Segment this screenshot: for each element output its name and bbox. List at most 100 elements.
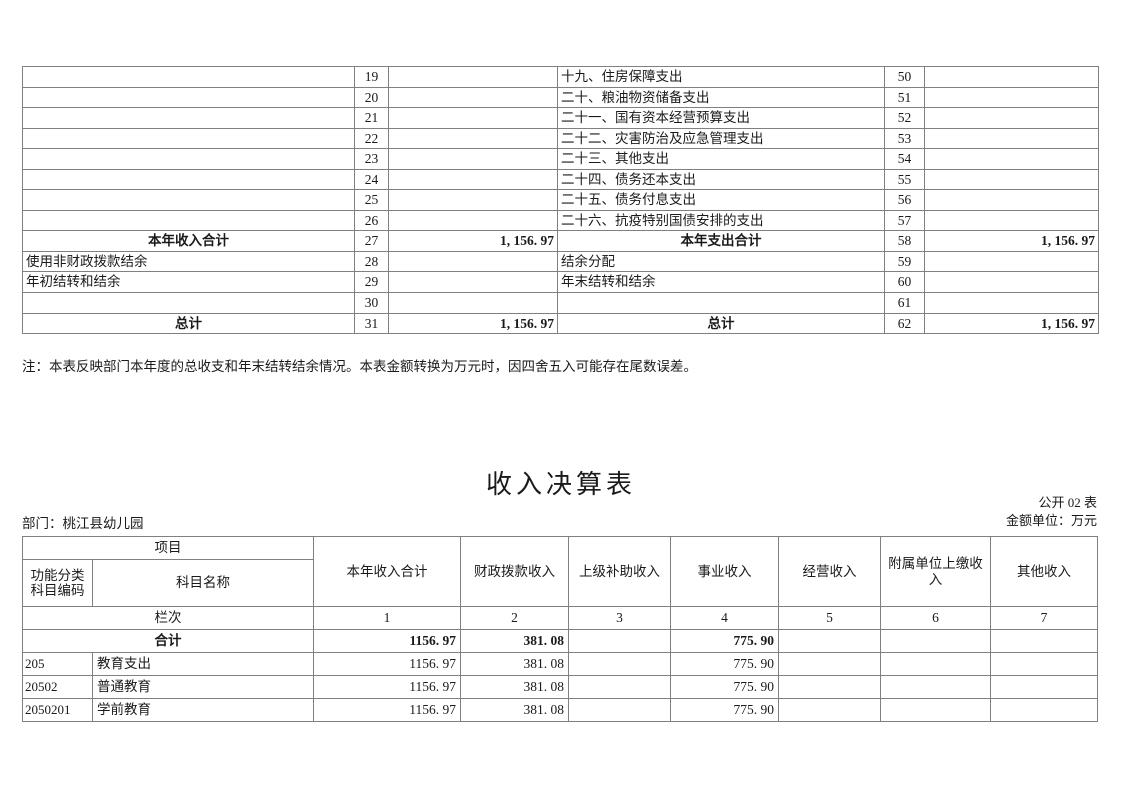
column-header-5: 经营收入 — [778, 536, 881, 607]
row-subject-name: 普通教育 — [92, 675, 314, 699]
column-header-1: 本年收入合计 — [313, 536, 461, 607]
table-row: 205 教育支出 1156. 97 381. 08 775. 90 — [22, 652, 1098, 676]
row-value-5 — [778, 675, 881, 699]
income-item-row-number: 29 — [354, 271, 389, 294]
row-value-1: 1156. 97 — [313, 652, 461, 676]
income-item-label — [22, 292, 355, 314]
row-subject-name: 学前教育 — [92, 698, 314, 722]
column-header-7: 其他收入 — [990, 536, 1098, 607]
expenditure-item-label: 二十六、抗疫特别国债安排的支出 — [557, 209, 885, 232]
expenditure-item-amount — [924, 86, 1099, 109]
income-item-row-number: 22 — [354, 127, 389, 150]
table-row: 26 二十六、抗疫特别国债安排的支出 57 — [22, 209, 1099, 232]
income-item-row-number: 30 — [354, 292, 389, 314]
expenditure-item-label: 总计 — [557, 312, 885, 335]
column-header-6: 附属单位上缴收入 — [880, 536, 991, 607]
row-value-1: 1156. 97 — [313, 675, 461, 699]
expenditure-item-row-number: 52 — [884, 107, 925, 129]
row-function-code: 205 — [22, 652, 93, 676]
table-row: 22 二十二、灾害防治及应急管理支出 53 — [22, 127, 1099, 150]
form-number: 公开 02 表 — [1038, 495, 1097, 510]
row-label-total: 合计 — [22, 629, 314, 653]
income-table-body: 项目 本年收入合计 财政拨款收入 上级补助收入 事业收入 经营收入 附属单位上缴收入 其他收入… — [22, 536, 1098, 722]
income-item-row-number: 31 — [354, 312, 389, 335]
expenditure-item-amount — [924, 209, 1099, 232]
row-value-7 — [990, 675, 1098, 699]
row-value-3 — [568, 698, 671, 722]
expenditure-item-row-number: 56 — [884, 189, 925, 211]
table-row: 2050201 学前教育 1156. 97 381. 08 775. 90 — [22, 698, 1098, 722]
column-group-header-item: 项目 — [22, 536, 314, 560]
row-value-6 — [880, 698, 991, 722]
income-item-row-number: 25 — [354, 189, 389, 211]
column-number-5: 5 — [778, 606, 881, 630]
total-row: 合计 1156. 97 381. 08 775. 90 — [22, 629, 1098, 653]
expenditure-item-amount — [924, 271, 1099, 294]
expenditure-item-row-number: 62 — [884, 312, 925, 335]
expenditure-item-label: 本年支出合计 — [557, 230, 885, 252]
income-item-amount — [388, 168, 558, 191]
page-title: 收入决算表 — [485, 470, 636, 499]
total-value-4: 775. 90 — [670, 629, 779, 653]
expenditure-item-amount — [924, 168, 1099, 191]
table-row: 24 二十四、债务还本支出 55 — [22, 168, 1099, 191]
column-number-4: 4 — [670, 606, 779, 630]
column-number-3: 3 — [568, 606, 671, 630]
column-header-function-code-line1: 功能分类 — [30, 568, 85, 583]
row-value-7 — [990, 698, 1098, 722]
expenditure-item-amount — [924, 127, 1099, 150]
expenditure-item-row-number: 50 — [884, 66, 925, 88]
income-item-amount — [388, 189, 558, 211]
row-value-6 — [880, 652, 991, 676]
income-item-row-number: 26 — [354, 209, 389, 232]
table-row: 本年收入合计 27 1, 156. 97 本年支出合计 58 1, 156. 97 — [22, 230, 1099, 252]
income-item-label — [22, 127, 355, 150]
income-item-row-number: 20 — [354, 86, 389, 109]
expenditure-item-label: 二十三、其他支出 — [557, 148, 885, 170]
income-item-row-number: 19 — [354, 66, 389, 88]
table-header-row: 功能分类 科目编码 科目名称 — [22, 559, 1098, 607]
income-item-amount — [388, 127, 558, 150]
income-item-amount — [388, 250, 558, 273]
table-row: 30 61 — [22, 292, 1099, 314]
expenditure-item-label: 十九、住房保障支出 — [557, 66, 885, 88]
expenditure-item-amount: 1, 156. 97 — [924, 312, 1099, 335]
row-value-3 — [568, 675, 671, 699]
row-value-4: 775. 90 — [670, 675, 779, 699]
table1-note: 注：本表反映部门本年度的总收支和年末结转结余情况。本表金额转换为万元时，因四舍五… — [22, 359, 697, 374]
income-item-amount: 1, 156. 97 — [388, 230, 558, 252]
income-item-amount — [388, 148, 558, 170]
income-item-label — [22, 86, 355, 109]
table-row: 总计 31 1, 156. 97 总计 62 1, 156. 97 — [22, 312, 1099, 335]
income-expenditure-summary-table-continued: 19 十九、住房保障支出 50 20 二十、粮油物资储备支出 51 21 二十一、国有资本经营… — [22, 66, 1099, 335]
table-row: 20 二十、粮油物资储备支出 51 — [22, 86, 1099, 109]
expenditure-item-amount: 1, 156. 97 — [924, 230, 1099, 252]
total-value-3 — [568, 629, 671, 653]
expenditure-item-label: 年末结转和结余 — [557, 271, 885, 294]
expenditure-item-row-number: 57 — [884, 209, 925, 232]
income-item-label — [22, 189, 355, 211]
row-value-4: 775. 90 — [670, 698, 779, 722]
expenditure-item-amount — [924, 66, 1099, 88]
row-value-7 — [990, 652, 1098, 676]
row-value-5 — [778, 652, 881, 676]
income-item-label: 使用非财政拨款结余 — [22, 250, 355, 273]
expenditure-item-label: 二十、粮油物资储备支出 — [557, 86, 885, 109]
row-value-4: 775. 90 — [670, 652, 779, 676]
top-table-body: 19 十九、住房保障支出 50 20 二十、粮油物资储备支出 51 21 二十一、国有资本经营… — [22, 66, 1099, 335]
income-item-row-number: 28 — [354, 250, 389, 273]
expenditure-item-amount — [924, 148, 1099, 170]
table-row: 23 二十三、其他支出 54 — [22, 148, 1099, 170]
income-item-amount — [388, 292, 558, 314]
expenditure-item-row-number: 51 — [884, 86, 925, 109]
income-item-label — [22, 107, 355, 129]
total-value-2: 381. 08 — [460, 629, 569, 653]
amount-unit: 金额单位：万元 — [1005, 513, 1097, 528]
income-item-row-number: 24 — [354, 168, 389, 191]
income-item-amount — [388, 86, 558, 109]
expenditure-item-row-number: 53 — [884, 127, 925, 150]
department-label: 部门：桃江县幼儿园 — [22, 516, 144, 531]
column-header-subject-name: 科目名称 — [92, 559, 314, 607]
income-item-row-number: 27 — [354, 230, 389, 252]
